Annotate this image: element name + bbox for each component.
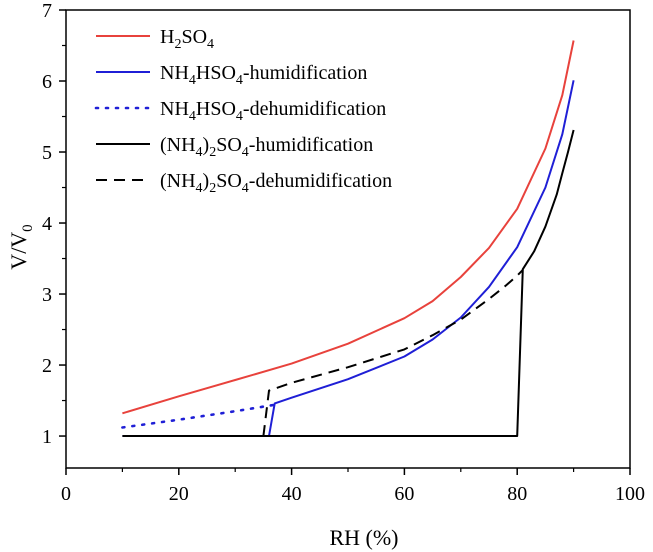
series-line-nh4hso4-humid	[122, 80, 575, 437]
x-tick-label: 100	[615, 483, 645, 505]
x-tick-label: 80	[507, 483, 527, 505]
y-axis-title: V/V0	[6, 224, 36, 269]
y-tick-label: 7	[42, 0, 52, 22]
axis-ticks	[59, 9, 631, 475]
y-tick-label: 3	[42, 284, 52, 306]
legend-label-nh42so4-dehumid: (NH4)2SO4-dehumidification	[160, 170, 392, 196]
y-tick-label: 2	[42, 355, 52, 377]
series-layer	[121, 40, 575, 437]
legend-label-nh4hso4-humid: NH4HSO4-humidification	[160, 62, 367, 88]
y-tick-label: 1	[42, 426, 52, 448]
series-line-h2so4	[122, 40, 575, 415]
x-tick-label: 20	[169, 483, 189, 505]
y-tick-label: 6	[42, 71, 52, 93]
x-tick-label: 0	[61, 483, 71, 505]
y-axis-title-sub: 0	[20, 224, 36, 232]
series-line-nh42so4-humid	[122, 129, 575, 437]
legend: H2SO4 NH4HSO4-humidification NH4HSO4-dehum…	[94, 26, 392, 196]
legend-label-nh4hso4-dehumid: NH4HSO4-dehumidification	[160, 98, 386, 124]
x-axis-title: RH (%)	[329, 525, 398, 550]
axis-tick-labels: 0 20 40 60 80 100 1 2 3 4 5 6 7	[42, 0, 645, 505]
y-tick-label: 4	[42, 213, 52, 235]
y-tick-label: 5	[42, 142, 52, 164]
x-tick-label: 60	[394, 483, 414, 505]
legend-label-nh42so4-humid: (NH4)2SO4-humidification	[160, 134, 373, 160]
series-line-nh42so4-dehumid	[262, 269, 524, 437]
x-tick-label: 40	[282, 483, 302, 505]
legend-label-h2so4: H2SO4	[160, 26, 214, 52]
y-axis-title-main: V/V	[6, 232, 31, 270]
